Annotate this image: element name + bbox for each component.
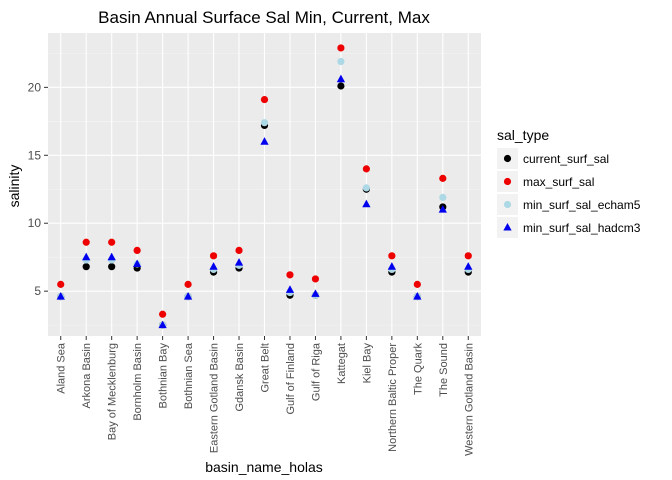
legend-label: min_surf_sal_echam5 [523, 198, 641, 212]
legend-item: min_surf_sal_hadcm3 [497, 217, 641, 238]
data-point: Arkona Basin — current_surf_sal: 6.8 [82, 263, 90, 271]
x-tick-label: Gulf of Finland [285, 343, 297, 415]
data-point: Western Gotland Basin — max_surf_sal: 7.… [464, 252, 472, 260]
data-point: Great Belt — min_surf_sal_echam5: 17.4 [260, 119, 269, 127]
x-axis-label: basin_name_holas [205, 459, 323, 475]
data-point: Bay of Mecklenburg — min_surf_sal_hadcm3… [107, 252, 116, 261]
x-tick-label: The Quark [412, 343, 424, 395]
data-point: Arkona Basin — min_surf_sal_hadcm3: 7.5 [82, 252, 91, 261]
data-point: Gdansk Basin — max_surf_sal: 8 [235, 246, 243, 254]
x-tick-label: Bothnian Sea [183, 342, 195, 409]
data-point: Eastern Gotland Basin — min_surf_sal_had… [209, 262, 218, 270]
data-point: Kattegat — max_surf_sal: 22.9 [337, 44, 345, 52]
y-tick-label: 10 [28, 216, 42, 230]
y-axis: 5 10 15 20 [28, 80, 48, 298]
legend-label: current_surf_sal [523, 152, 609, 166]
data-point: Kattegat — min_surf_sal_echam5: 21.9 [337, 57, 345, 66]
data-point: Bornholm Basin — max_surf_sal: 8 [133, 246, 141, 254]
x-tick-label: Eastern Gotland Basin [209, 343, 221, 453]
chart-title: Basin Annual Surface Sal Min, Current, M… [98, 8, 430, 27]
data-points: Aland Sea — current_surf_sal: 4.6Arkona … [56, 44, 473, 329]
data-point: Bothnian Sea — min_surf_sal_hadcm3: 4.6 [183, 292, 193, 300]
data-point: Kattegat — current_surf_sal: 20.1 [337, 82, 345, 90]
data-point: Great Belt — max_surf_sal: 19.1 [260, 95, 269, 104]
legend-title: sal_type [497, 127, 549, 143]
x-tick-label: Western Gotland Basin [463, 343, 475, 456]
x-tick-label: Great Belt [260, 343, 272, 393]
data-point: Great Belt — min_surf_sal_hadcm3: 16 [260, 137, 269, 145]
data-point: The Sound — min_surf_sal_hadcm3: 11 [438, 205, 447, 213]
data-point: Kiel Bay — min_surf_sal_echam5: 12.6 [362, 184, 370, 192]
legend-label: max_surf_sal [523, 175, 594, 189]
data-point: Bothnian Sea — max_surf_sal: 5.5 [184, 280, 192, 288]
data-point: Northern Baltic Proper — max_surf_sal: 7… [388, 252, 396, 260]
legend-marker [503, 177, 512, 186]
legend-marker [503, 222, 512, 231]
x-tick-label: Bothnian Bay [158, 343, 170, 409]
data-point: Arkona Basin — max_surf_sal: 8.6 [82, 238, 90, 246]
data-point: Western Gotland Basin — min_surf_sal_had… [464, 262, 473, 270]
y-axis-label: salinity [6, 165, 22, 208]
legend-item: current_surf_sal [497, 148, 609, 169]
data-point: Aland Sea — min_surf_sal_hadcm3: 4.6 [56, 292, 65, 300]
legend-item: max_surf_sal [497, 171, 594, 192]
legend-label: min_surf_sal_hadcm3 [523, 221, 641, 235]
x-axis: Aland Sea Arkona Basin Bay of Mecklenburg B… [56, 336, 475, 456]
data-point: Bothnian Bay — max_surf_sal: 3.3 [159, 310, 167, 318]
data-point: Gulf of Riga — max_surf_sal: 5.9 [311, 275, 320, 283]
data-point: Aland Sea — max_surf_sal: 5.5 [57, 280, 65, 288]
data-point: Gulf of Finland — min_surf_sal_hadcm3: 5… [285, 285, 295, 293]
data-point: The Sound — min_surf_sal_echam5: 11.9 [439, 193, 447, 202]
data-point: Gdansk Basin — min_surf_sal_hadcm3: 7.1 [234, 258, 244, 266]
data-point: The Sound — max_surf_sal: 13.3 [439, 174, 447, 182]
data-point: Bornholm Basin — min_surf_sal_hadcm3: 7 [133, 259, 142, 268]
data-point: Gulf of Riga — min_surf_sal_hadcm3: 4.8 [311, 289, 320, 297]
x-tick-label: Aland Sea [56, 342, 68, 394]
data-point: Bay of Mecklenburg — current_surf_sal: 6… [108, 263, 116, 271]
major-gridlines [48, 33, 481, 336]
x-tick-label: Kattegat [336, 343, 348, 384]
data-point: Bothnian Bay — min_surf_sal_hadcm3: 2.5 [158, 320, 167, 329]
data-point: The Quark — min_surf_sal_hadcm3: 4.6 [413, 292, 422, 300]
x-tick-label: Kiel Bay [361, 343, 373, 384]
x-tick-label: Arkona Basin [81, 343, 93, 408]
legend: sal_type current_surf_sal max_surf_salmin… [497, 127, 641, 238]
legend-marker [503, 154, 512, 163]
y-tick-label: 15 [28, 148, 42, 162]
legend-items: current_surf_sal max_surf_sal min_surf_sal… [497, 148, 641, 238]
data-point: The Quark — max_surf_sal: 5.5 [413, 280, 421, 288]
y-tick-label: 5 [34, 284, 41, 298]
x-tick-label: Gdansk Basin [234, 343, 246, 411]
data-point: Northern Baltic Proper — min_surf_sal_ha… [387, 262, 396, 270]
data-point: Bay of Mecklenburg — max_surf_sal: 8.6 [108, 238, 116, 246]
x-tick-label: Northern Baltic Proper [387, 343, 399, 452]
data-point: Kattegat — min_surf_sal_hadcm3: 20.6 [336, 74, 346, 83]
y-tick-label: 20 [28, 80, 42, 94]
data-point: Kiel Bay — min_surf_sal_hadcm3: 11.4 [362, 199, 371, 208]
data-point: Eastern Gotland Basin — max_surf_sal: 7.… [209, 252, 218, 260]
x-tick-label: Gulf of Riga [310, 342, 322, 401]
x-tick-label: The Sound [438, 343, 450, 397]
x-tick-label: Bornholm Basin [132, 343, 144, 421]
data-point: Gulf of Finland — max_surf_sal: 6.2 [286, 271, 294, 279]
legend-marker [503, 200, 512, 209]
x-tick-label: Bay of Mecklenburg [107, 343, 119, 440]
data-point: Kiel Bay — max_surf_sal: 14 [362, 165, 370, 173]
legend-item: min_surf_sal_echam5 [497, 194, 641, 215]
